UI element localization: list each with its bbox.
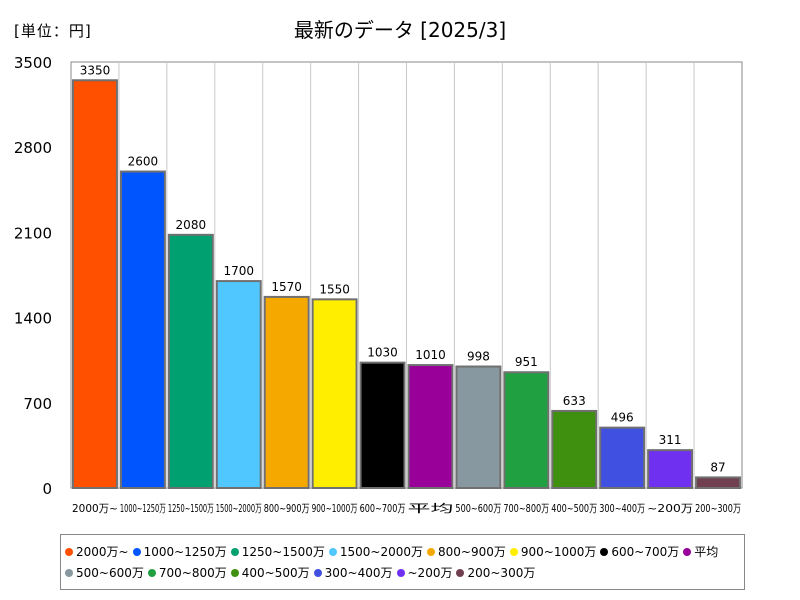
- bar: [167, 233, 214, 489]
- legend-item: 900~1000万: [509, 541, 597, 562]
- data-label: 87: [710, 460, 725, 474]
- y-tick-label: 3500: [14, 54, 52, 72]
- legend-item: ~200万: [396, 562, 453, 583]
- x-tick-label: 900~1000万: [312, 502, 358, 515]
- data-label: 633: [563, 394, 586, 408]
- legend-item: 300~400万: [313, 562, 393, 583]
- data-label: 2600: [128, 155, 159, 169]
- legend-label: 300~400万: [324, 566, 393, 580]
- legend-label: 500~600万: [76, 566, 144, 580]
- legend-marker: [600, 547, 609, 556]
- legend-item: 600~700万: [600, 541, 679, 562]
- x-tick-label: 2000万~: [72, 502, 118, 515]
- data-label: 3350: [80, 63, 111, 77]
- legend-marker: [65, 568, 73, 577]
- data-label: 1550: [319, 282, 350, 296]
- x-tick-label: ~200万: [647, 502, 693, 515]
- legend-item: 平均: [683, 541, 718, 562]
- legend-label: 1250~1500万: [241, 545, 325, 559]
- legend-marker: [147, 568, 156, 577]
- y-tick-label: 2800: [14, 139, 52, 157]
- legend-label: 400~500万: [241, 566, 310, 580]
- legend-item: 400~500万: [230, 562, 310, 583]
- data-label: 1700: [223, 264, 254, 278]
- legend-marker: [683, 547, 692, 556]
- legend-label: ~200万: [407, 566, 453, 580]
- legend-item: 500~600万: [65, 562, 144, 583]
- legend-item: 800~900万: [427, 541, 506, 562]
- chart-legend: 2000万~ 1000~1250万 1250~1500万 1500~2000万 800~…: [60, 534, 745, 590]
- legend-item: 1250~1500万: [230, 541, 325, 562]
- x-tick-label: 300~400万: [599, 502, 645, 515]
- data-label: 496: [611, 411, 634, 425]
- data-label: 311: [659, 433, 682, 447]
- bar: [407, 364, 454, 489]
- bar-chart: 0 700 1400 2100 2800 3500 3350 2000万~ 2600 1000~1…: [14, 54, 743, 515]
- x-tick-label: 1250~1500万: [168, 502, 214, 515]
- legend-label: 600~700万: [611, 545, 680, 559]
- legend-label: 700~800万: [158, 566, 227, 580]
- legend-marker: [396, 568, 405, 577]
- data-label: 1570: [271, 280, 302, 294]
- x-tick-label: 600~700万: [360, 502, 406, 515]
- legend-label: 2000万~: [76, 545, 129, 559]
- data-label: 1010: [415, 348, 446, 362]
- legend-label: 900~1000万: [520, 545, 597, 559]
- data-label: 951: [515, 355, 538, 369]
- legend-marker: [328, 547, 337, 556]
- bar: [72, 79, 118, 489]
- legend-item: 200~300万: [456, 562, 535, 583]
- y-tick-label: 700: [23, 395, 52, 413]
- legend-item: 700~800万: [147, 562, 227, 583]
- y-tick-label: 1400: [14, 310, 52, 328]
- bar: [455, 365, 502, 489]
- legend-label: 200~300万: [467, 566, 536, 580]
- bar: [503, 371, 550, 490]
- x-tick-label: 500~600万: [455, 502, 501, 515]
- legend-label: 平均: [694, 545, 719, 559]
- bar: [311, 298, 358, 490]
- legend-item: 2000万~: [65, 541, 129, 562]
- bar: [647, 449, 694, 489]
- legend-label: 800~900万: [438, 545, 506, 559]
- x-tick-label: 200~300万: [695, 502, 741, 515]
- legend-marker: [313, 568, 322, 577]
- legend-item: 1500~2000万: [328, 541, 424, 562]
- x-tick-label: 1000~1250万: [120, 502, 166, 515]
- legend-marker: [132, 547, 141, 556]
- data-label: 2080: [176, 218, 207, 232]
- x-tick-label: 平均: [408, 502, 454, 515]
- legend-marker: [230, 547, 239, 556]
- y-tick-label: 2100: [14, 224, 52, 242]
- legend-marker: [65, 547, 73, 556]
- x-tick-label: 700~800万: [503, 502, 549, 515]
- data-label: 998: [467, 350, 490, 364]
- legend-label: 1000~1250万: [143, 545, 227, 559]
- bar: [695, 476, 741, 490]
- x-tick-label: 400~500万: [551, 502, 597, 515]
- bar: [359, 361, 406, 489]
- x-tick-label: 1500~2000万: [216, 502, 262, 515]
- bar: [215, 280, 262, 490]
- legend-item: 1000~1250万: [132, 541, 227, 562]
- legend-label: 1500~2000万: [339, 545, 424, 559]
- x-tick-label: 800~900万: [264, 502, 310, 515]
- bar: [551, 409, 598, 490]
- chart-title: 最新のデータ [2025/3]: [293, 18, 507, 42]
- legend-marker: [509, 547, 518, 556]
- y-tick-label: 0: [42, 480, 52, 498]
- legend-marker: [427, 547, 436, 556]
- unit-label: [単位：円]: [14, 22, 92, 40]
- bar: [119, 170, 166, 490]
- legend-marker: [230, 568, 239, 577]
- bar: [263, 295, 310, 489]
- legend-marker: [456, 568, 465, 577]
- bar: [599, 426, 646, 489]
- data-label: 1030: [367, 346, 398, 360]
